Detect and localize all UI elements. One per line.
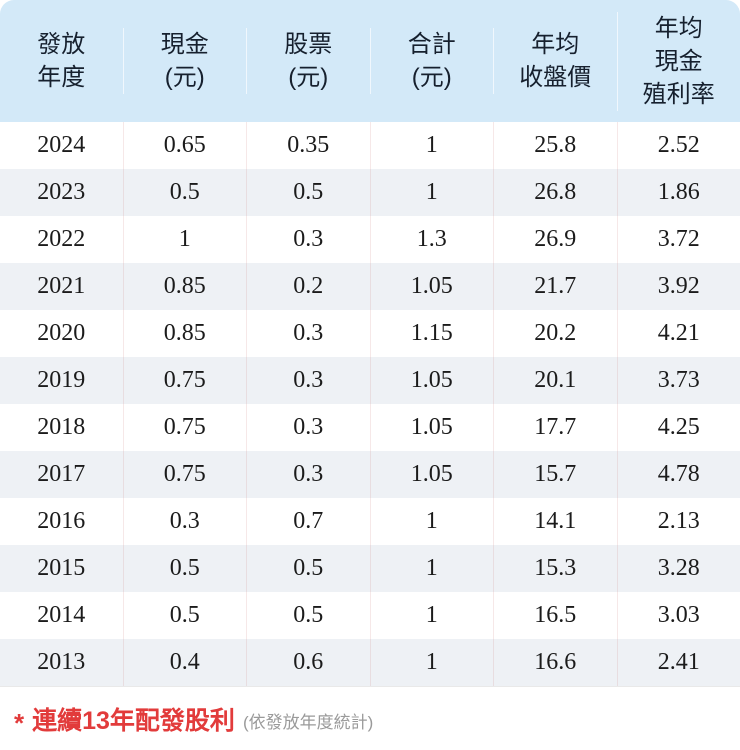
table-cell-cash-dividend: 0.85 [122, 310, 247, 357]
table-cell-avg-cash-yield: 3.92 [616, 263, 740, 310]
table-cell-payout-year: 2021 [37, 273, 86, 299]
footnote-asterisk: * [14, 707, 25, 738]
table-cell-total-dividend: 1.05 [369, 404, 494, 451]
table-cell-avg-cash-yield: 4.78 [616, 451, 740, 498]
table-cell-avg-closing-price: 25.8 [493, 122, 617, 169]
table-cell-stock-dividend: 0.5 [246, 592, 370, 639]
table-cell-cash-dividend: 0.5 [122, 545, 247, 592]
table-cell-avg-cash-yield: 3.73 [616, 357, 740, 404]
table-cell-avg-cash-yield: 3.72 [616, 216, 740, 263]
table-cell-cash-dividend: 0.5 [122, 169, 247, 216]
table-row: 2015 0.5 0.5 1 15.3 3.28 [0, 545, 740, 592]
table-row: 2018 0.75 0.3 1.05 17.7 4.25 [0, 404, 740, 451]
table-row: 2013 0.4 0.6 1 16.6 2.41 [0, 639, 740, 686]
column-header-payout-year: 發放 年度 [37, 31, 86, 91]
table-cell-stock-dividend: 0.35 [246, 122, 370, 169]
table-cell-stock-dividend: 0.5 [246, 169, 370, 216]
table-cell-avg-cash-yield: 4.25 [616, 404, 740, 451]
table-cell-total-dividend: 1 [369, 169, 494, 216]
table-cell-payout-year: 2023 [37, 179, 86, 205]
table-cell-total-dividend: 1 [369, 639, 494, 686]
table-cell-cash-dividend: 0.85 [122, 263, 247, 310]
table-row: 2016 0.3 0.7 1 14.1 2.13 [0, 498, 740, 545]
table-cell-payout-year: 2017 [37, 461, 86, 487]
table-cell-stock-dividend: 0.3 [246, 310, 370, 357]
column-header-total-dividend: 合計 (元) [369, 28, 494, 94]
table-cell-avg-closing-price: 16.5 [493, 592, 617, 639]
table-row: 2022 1 0.3 1.3 26.9 3.72 [0, 216, 740, 263]
table-cell-cash-dividend: 0.75 [122, 357, 247, 404]
table-cell-payout-year: 2019 [37, 367, 86, 393]
table-cell-payout-year: 2020 [37, 320, 86, 346]
column-header-cash-dividend: 現金 (元) [122, 28, 247, 94]
table-cell-stock-dividend: 0.6 [246, 639, 370, 686]
table-cell-avg-cash-yield: 4.21 [616, 310, 740, 357]
table-cell-avg-cash-yield: 3.28 [616, 545, 740, 592]
table-cell-payout-year: 2016 [37, 508, 86, 534]
column-header-avg-cash-yield: 年均 現金 殖利率 [616, 11, 740, 111]
table-row: 2019 0.75 0.3 1.05 20.1 3.73 [0, 357, 740, 404]
table-cell-stock-dividend: 0.3 [246, 451, 370, 498]
footer-note: * 連續13年配發股利 (依發放年度統計) [0, 686, 740, 750]
table-row: 2020 0.85 0.3 1.15 20.2 4.21 [0, 310, 740, 357]
table-cell-stock-dividend: 0.3 [246, 216, 370, 263]
table-cell-avg-closing-price: 17.7 [493, 404, 617, 451]
table-cell-avg-closing-price: 15.7 [493, 451, 617, 498]
table-cell-avg-closing-price: 15.3 [493, 545, 617, 592]
table-cell-stock-dividend: 0.7 [246, 498, 370, 545]
table-cell-avg-closing-price: 26.9 [493, 216, 617, 263]
table-body: 2024 0.65 0.35 1 25.8 2.52 2023 0.5 0.5 1 26.8 1.86… [0, 122, 740, 686]
table-cell-total-dividend: 1 [369, 545, 494, 592]
table-cell-avg-cash-yield: 2.13 [616, 498, 740, 545]
dividend-table: 發放 年度 現金 (元) 股票 (元) 合計 (元) 年均 收盤價 年均 現金 殖利率 2024 0.65… [0, 0, 740, 686]
table-row: 2024 0.65 0.35 1 25.8 2.52 [0, 122, 740, 169]
table-cell-avg-closing-price: 16.6 [493, 639, 617, 686]
table-cell-total-dividend: 1.05 [369, 263, 494, 310]
table-cell-avg-closing-price: 14.1 [493, 498, 617, 545]
table-cell-stock-dividend: 0.3 [246, 357, 370, 404]
footnote-text: 連續13年配發股利 [32, 706, 235, 735]
table-cell-cash-dividend: 0.75 [122, 451, 247, 498]
table-cell-cash-dividend: 0.65 [122, 122, 247, 169]
table-cell-cash-dividend: 0.4 [122, 639, 247, 686]
table-cell-payout-year: 2024 [37, 132, 86, 158]
table-cell-stock-dividend: 0.3 [246, 404, 370, 451]
table-cell-payout-year: 2018 [37, 414, 86, 440]
table-cell-avg-closing-price: 26.8 [493, 169, 617, 216]
table-cell-total-dividend: 1 [369, 498, 494, 545]
table-cell-stock-dividend: 0.2 [246, 263, 370, 310]
table-cell-payout-year: 2022 [37, 226, 86, 252]
column-header-stock-dividend: 股票 (元) [246, 28, 370, 94]
table-cell-avg-closing-price: 21.7 [493, 263, 617, 310]
table-cell-payout-year: 2015 [37, 555, 86, 581]
table-cell-avg-cash-yield: 1.86 [616, 169, 740, 216]
table-cell-total-dividend: 1.3 [369, 216, 494, 263]
table-cell-avg-closing-price: 20.1 [493, 357, 617, 404]
table-cell-avg-cash-yield: 3.03 [616, 592, 740, 639]
table-cell-cash-dividend: 0.75 [122, 404, 247, 451]
table-cell-total-dividend: 1.05 [369, 451, 494, 498]
table-cell-total-dividend: 1.15 [369, 310, 494, 357]
table-cell-total-dividend: 1 [369, 122, 494, 169]
table-cell-cash-dividend: 0.5 [122, 592, 247, 639]
table-cell-stock-dividend: 0.5 [246, 545, 370, 592]
footnote-subtext: (依發放年度統計) [242, 712, 374, 732]
table-header-row: 發放 年度 現金 (元) 股票 (元) 合計 (元) 年均 收盤價 年均 現金 殖利率 [0, 0, 740, 122]
table-cell-total-dividend: 1.05 [369, 357, 494, 404]
table-cell-cash-dividend: 0.3 [122, 498, 247, 545]
table-row: 2017 0.75 0.3 1.05 15.7 4.78 [0, 451, 740, 498]
table-cell-cash-dividend: 1 [122, 216, 247, 263]
table-cell-avg-cash-yield: 2.41 [616, 639, 740, 686]
table-cell-avg-closing-price: 20.2 [493, 310, 617, 357]
table-row: 2021 0.85 0.2 1.05 21.7 3.92 [0, 263, 740, 310]
table-cell-avg-cash-yield: 2.52 [616, 122, 740, 169]
table-row: 2014 0.5 0.5 1 16.5 3.03 [0, 592, 740, 639]
table-cell-payout-year: 2013 [37, 649, 86, 675]
table-row: 2023 0.5 0.5 1 26.8 1.86 [0, 169, 740, 216]
table-cell-total-dividend: 1 [369, 592, 494, 639]
column-header-avg-closing-price: 年均 收盤價 [493, 28, 617, 94]
table-cell-payout-year: 2014 [37, 602, 86, 628]
